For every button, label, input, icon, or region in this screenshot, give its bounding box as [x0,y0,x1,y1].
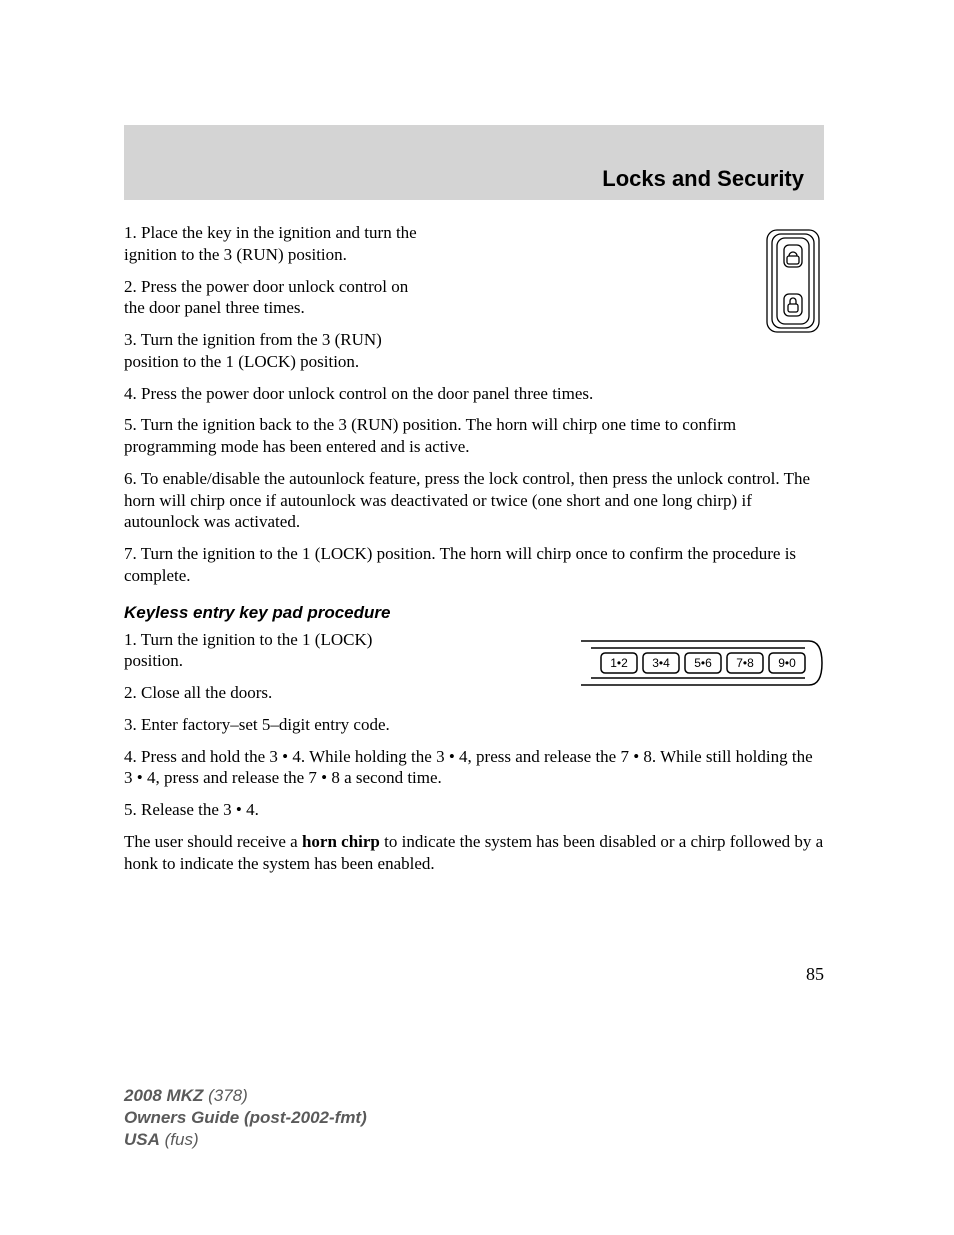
proc2-step2: 2. Close all the doors. [124,682,424,704]
proc2-step5: 5. Release the 3 • 4. [124,799,824,821]
proc2-step3: 3. Enter factory–set 5–digit entry code. [124,714,424,736]
footer-code: (378) [203,1086,247,1105]
footer-region-code: (fus) [160,1130,199,1149]
header-bar: Locks and Security [124,125,824,200]
proc1-step4: 4. Press the power door unlock control o… [124,383,824,405]
footer-line3: USA (fus) [124,1129,824,1151]
footer-model: 2008 MKZ [124,1086,203,1105]
page-number: 85 [124,964,824,985]
proc1-step1: 1. Place the key in the ignition and tur… [124,222,424,266]
p6-pre: The user should receive a [124,832,302,851]
footer-line2: Owners Guide (post-2002-fmt) [124,1107,824,1129]
proc1-step3: 3. Turn the ignition from the 3 (RUN) po… [124,329,424,373]
page-container: Locks and Security 1. Place the key in t… [0,0,954,1212]
proc1-step7: 7. Turn the ignition to the 1 (LOCK) pos… [124,543,824,587]
proc2-step4: 4. Press and hold the 3 • 4. While holdi… [124,746,824,790]
footer-line1: 2008 MKZ (378) [124,1085,824,1107]
proc1-step5: 5. Turn the ignition back to the 3 (RUN)… [124,414,824,458]
keypad-button-label: 3•4 [652,656,670,670]
keypad-button-label: 5•6 [694,656,712,670]
keyless-heading: Keyless entry key pad procedure [124,603,824,623]
p6-bold: horn chirp [302,832,380,851]
section-title: Locks and Security [602,166,804,192]
keypad-button-label: 9•0 [778,656,796,670]
proc2-step6: The user should receive a horn chirp to … [124,831,824,875]
footer: 2008 MKZ (378) Owners Guide (post-2002-f… [124,1085,824,1151]
proc1-step6: 6. To enable/disable the autounlock feat… [124,468,824,533]
footer-region: USA [124,1130,160,1149]
keypad-button-label: 1•2 [610,656,628,670]
keypad-button-label: 7•8 [736,656,754,670]
keypad-illustration: 1•2 3•4 5•6 7•8 9•0 [579,633,824,698]
proc1-step2: 2. Press the power door unlock control o… [124,276,424,320]
lock-switch-illustration [762,226,824,341]
proc2-step1: 1. Turn the ignition to the 1 (LOCK) pos… [124,629,424,673]
